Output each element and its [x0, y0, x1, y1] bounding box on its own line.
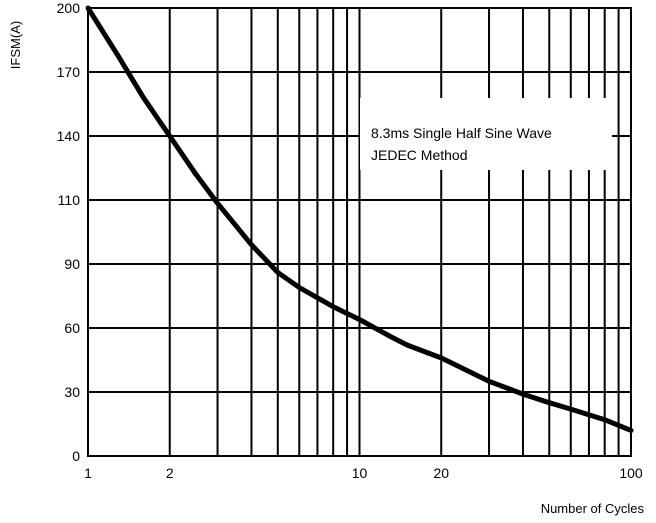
series-line	[85, 5, 634, 433]
x-tick-label: 20	[433, 465, 449, 481]
x-tick-label: 100	[619, 465, 643, 481]
y-tick-label: 170	[57, 64, 81, 80]
x-tick-label: 10	[352, 465, 368, 481]
x-axis-label: Number of Cycles	[541, 501, 645, 516]
y-tick-label: 110	[58, 192, 81, 208]
y-tick-label: 140	[57, 128, 81, 144]
y-tick-label: 60	[64, 320, 80, 336]
y-tick-label: 200	[57, 0, 81, 16]
annotation-line-2: JEDEC Method	[371, 147, 467, 163]
y-tick-labels: 0 30 60 90 110 140 170 200	[57, 0, 81, 464]
vertical-gridlines	[168, 8, 620, 456]
x-tick-label: 1	[84, 465, 92, 481]
y-tick-label: 30	[64, 384, 80, 400]
x-tick-labels: 1 2 10 20 100	[84, 465, 643, 481]
y-tick-label: 90	[64, 256, 80, 272]
annotation-line-1: 8.3ms Single Half Sine Wave	[371, 125, 552, 141]
plot-frame	[87, 7, 632, 457]
x-tick-label: 2	[166, 465, 174, 481]
y-axis-label: IFSM(A)	[8, 21, 23, 69]
annotation-box	[360, 98, 612, 170]
y-tick-label: 0	[72, 448, 80, 464]
